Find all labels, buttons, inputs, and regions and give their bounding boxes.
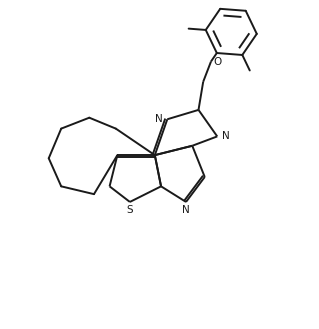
Text: N: N xyxy=(222,131,230,141)
Text: O: O xyxy=(214,57,222,66)
Text: S: S xyxy=(127,205,133,215)
Text: N: N xyxy=(155,114,162,124)
Text: N: N xyxy=(182,205,190,215)
